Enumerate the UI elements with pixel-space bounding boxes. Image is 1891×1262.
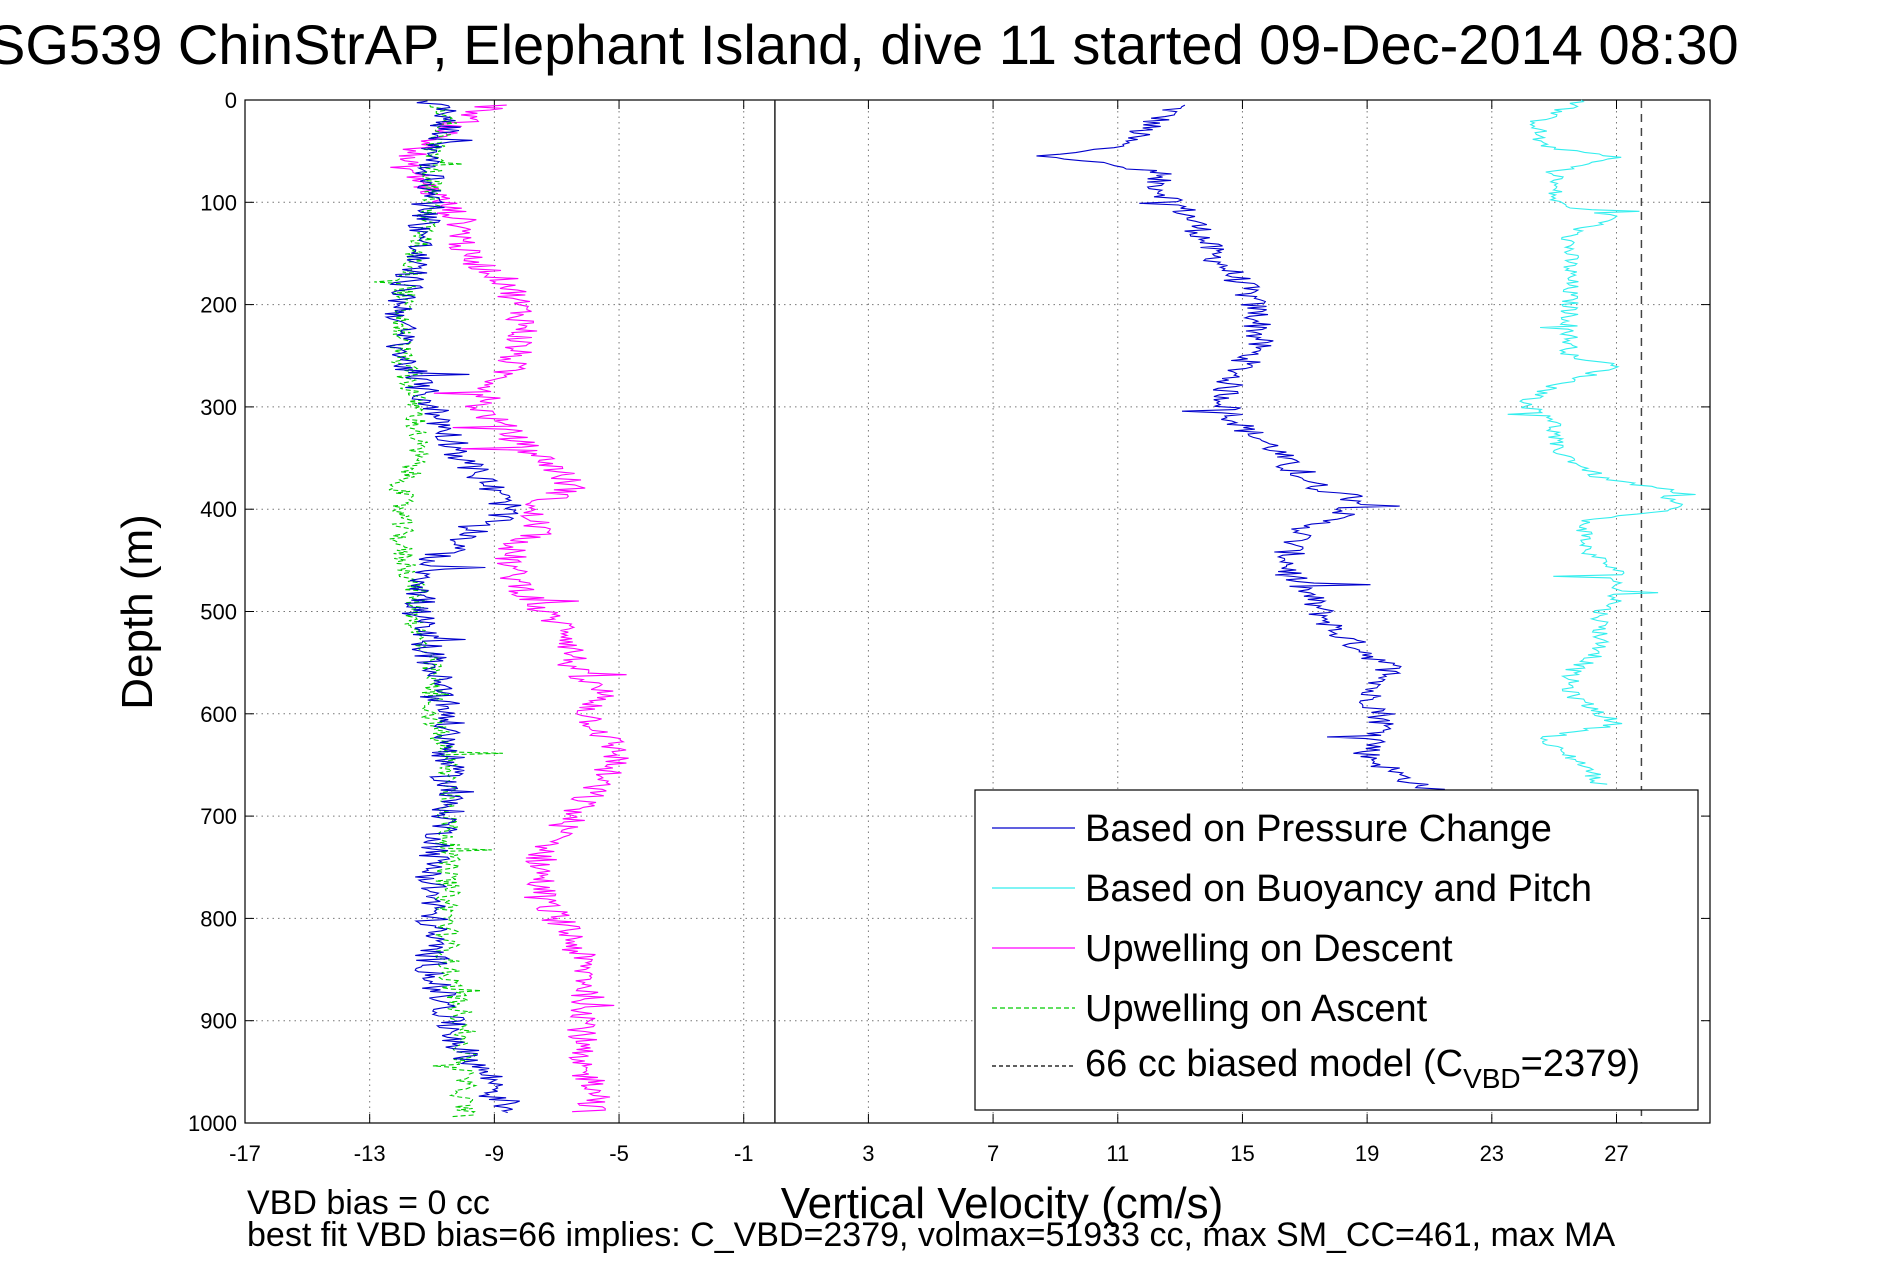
legend-box [974, 789, 1699, 1111]
x-tick-label: 11 [1106, 1141, 1129, 1166]
data-series [374, 99, 1696, 1118]
x-tick-label: 15 [1230, 1141, 1254, 1166]
legend-label: Based on Buoyancy and Pitch [1085, 868, 1592, 910]
x-tick-label: 7 [987, 1141, 999, 1166]
x-tick-label: -13 [354, 1141, 386, 1166]
y-tick-label: 200 [200, 293, 237, 318]
y-tick-label: 800 [200, 906, 237, 931]
chart-title: SG539 ChinStrAP, Elephant Island, dive 1… [0, 13, 1739, 76]
y-tick-label: 500 [200, 600, 237, 625]
x-tick-label: -17 [229, 1141, 261, 1166]
legend-label: Upwelling on Descent [1085, 928, 1453, 970]
y-tick-label: 100 [200, 190, 237, 215]
y-tick-label: 1000 [188, 1111, 237, 1136]
legend-label: Upwelling on Ascent [1085, 988, 1428, 1030]
y-tick-label: 0 [225, 88, 237, 113]
y-tick-label: 900 [200, 1009, 237, 1034]
y-tick-label: 400 [200, 497, 237, 522]
y-tick-label: 700 [200, 804, 237, 829]
legend: Based on Pressure Change Based on Buoyanc… [974, 789, 1699, 1111]
x-tick-label: 23 [1480, 1141, 1504, 1166]
x-tick-label: 19 [1355, 1141, 1379, 1166]
x-tick-label: 27 [1604, 1141, 1628, 1166]
axis-ticks: -17 -13 -9 -5 -1 3 7 11 15 19 23 270100200300400500… [188, 88, 1710, 1166]
y-tick-label: 600 [200, 702, 237, 727]
x-tick-label: -5 [609, 1141, 629, 1166]
series-line-based-on-buoyancy-and-pitch [1507, 99, 1696, 785]
y-tick-label: 300 [200, 395, 237, 420]
y-axis-label: Depth (m) [113, 514, 162, 710]
vbd-bias-note: VBD bias = 0 cc [247, 1184, 490, 1222]
x-tick-label: -9 [485, 1141, 505, 1166]
series-line-based-on-pressure-change [1036, 104, 1468, 817]
x-tick-label: -1 [734, 1141, 754, 1166]
x-axis-label: Vertical Velocity (cm/s) [781, 1179, 1224, 1228]
legend-label: Based on Pressure Change [1085, 808, 1552, 850]
best-fit-note: best fit VBD bias=66 implies: C_VBD=2379… [247, 1216, 1616, 1254]
x-tick-label: 3 [862, 1141, 874, 1166]
series-line-based-on-pressure-change-shallow-return- [384, 100, 522, 1114]
series-line-upwelling-on-descent [390, 104, 629, 1113]
legend-label-bias: 66 cc biased model (CVBD=2379) [1085, 1043, 1640, 1094]
